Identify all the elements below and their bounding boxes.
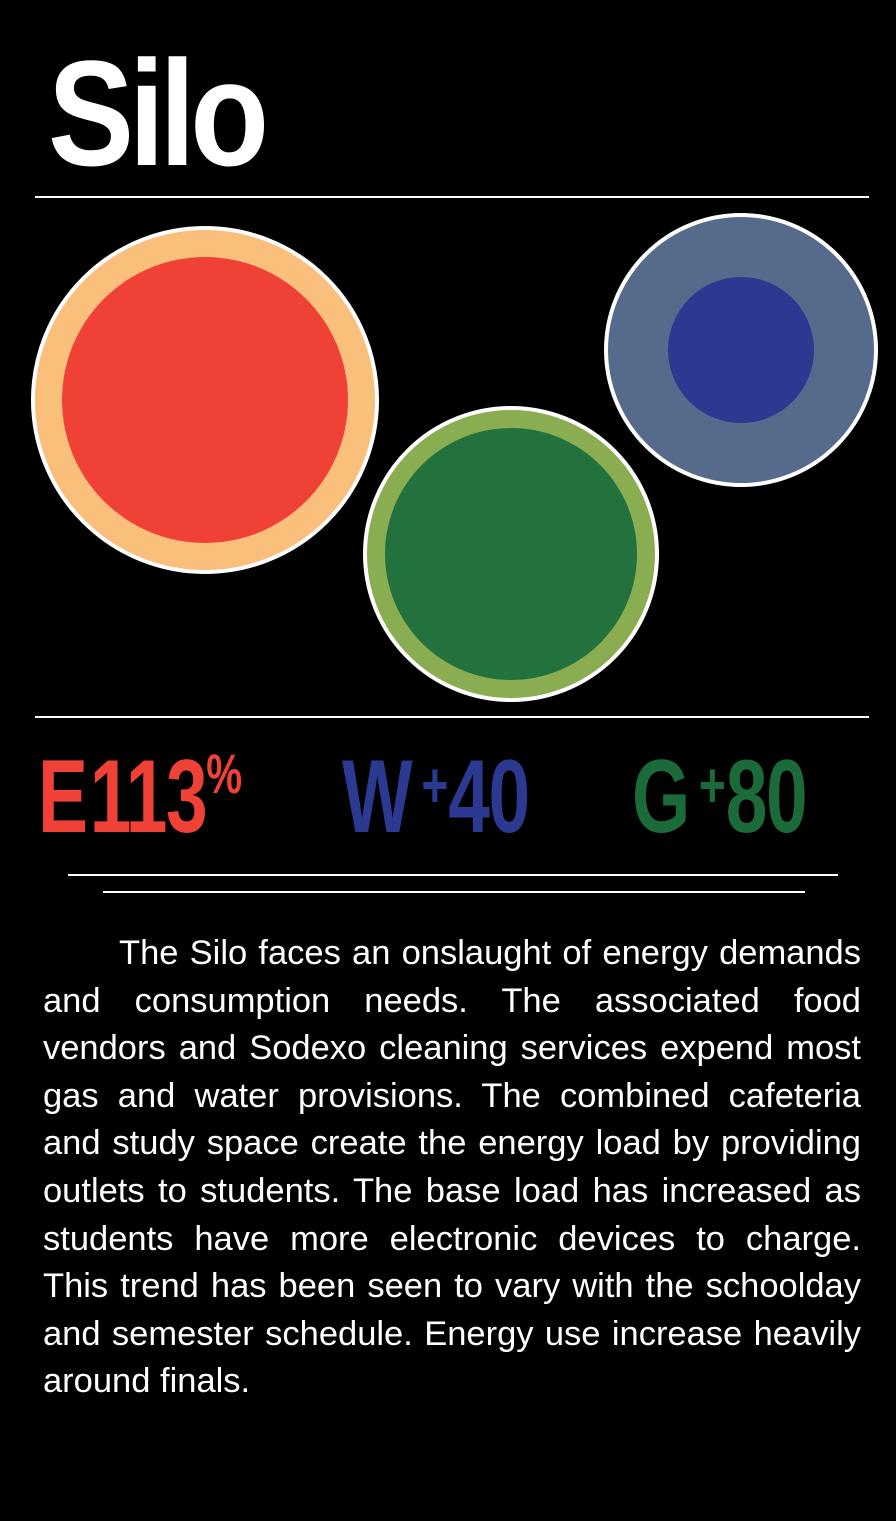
middle-divider: [35, 716, 869, 718]
page-title: Silo: [48, 29, 269, 197]
gas-stat-value: 80: [725, 739, 808, 855]
water-stat-value: 40: [448, 739, 530, 855]
water-circle: [604, 213, 878, 487]
water-stat-sign: +: [421, 749, 449, 821]
lower-divider-short: [103, 891, 805, 893]
gas-circle-core: [385, 428, 637, 680]
energy-stat-value: 113: [89, 739, 208, 855]
water-circle-core: [668, 277, 814, 423]
top-divider: [35, 196, 869, 198]
lower-divider-long: [68, 874, 838, 876]
gas-stat-letter: G: [632, 739, 690, 855]
water-stat-letter: W: [342, 739, 413, 855]
energy-stat-unit: %: [206, 742, 243, 805]
gas-stat: G +80: [632, 739, 808, 855]
water-stat: W +40: [342, 739, 530, 855]
energy-stat-letter: E: [38, 739, 88, 855]
stats-row: E 113% W +40 G +80: [38, 742, 868, 852]
gas-stat-sign: +: [698, 749, 726, 821]
energy-stat: E 113%: [38, 742, 242, 852]
energy-circle-core: [62, 257, 348, 543]
gas-circle: [363, 406, 659, 702]
energy-circle: [31, 226, 379, 574]
description-text: The Silo faces an onslaught of energy de…: [43, 934, 861, 1401]
